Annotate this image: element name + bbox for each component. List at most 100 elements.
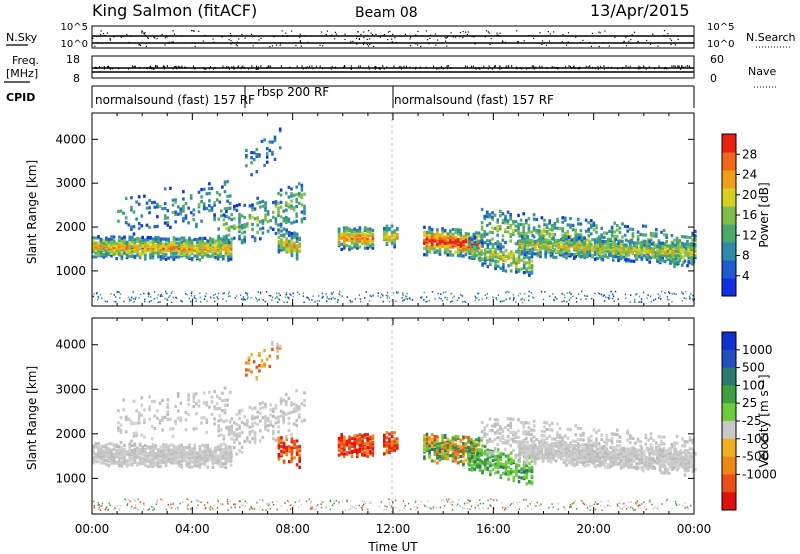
scatter-cell <box>278 346 282 350</box>
scatter-cell <box>486 250 490 254</box>
scatter-cell <box>280 436 283 440</box>
scatter-cell <box>430 245 434 249</box>
scatter-cell <box>131 296 133 299</box>
scatter-cell <box>97 448 100 452</box>
scatter-cell <box>446 253 450 257</box>
scatter-cell <box>512 222 515 226</box>
scatter-cell <box>166 413 170 417</box>
scatter-cell <box>264 215 267 220</box>
scatter-cell <box>553 232 557 237</box>
scatter-cell <box>528 270 531 274</box>
scatter-cell <box>120 446 124 450</box>
scatter-cell <box>557 242 560 246</box>
scatter-cell <box>162 459 165 463</box>
scatter-cell <box>557 249 560 253</box>
scatter-cell <box>172 245 176 249</box>
scatter-cell <box>525 267 529 271</box>
scatter-cell <box>423 291 425 294</box>
scatter-cell <box>298 459 301 463</box>
scatter-cell <box>261 226 265 230</box>
scatter-cell <box>177 241 181 245</box>
scatter-cell <box>393 234 396 238</box>
scatter-cell <box>428 247 431 251</box>
scatter-cell <box>651 242 654 246</box>
scatter-cell <box>303 212 306 216</box>
nave-sample <box>301 65 303 68</box>
scatter-cell <box>224 248 228 252</box>
scatter-cell <box>468 237 471 241</box>
scatter-cell <box>561 216 564 220</box>
scatter-cell <box>211 252 215 256</box>
scatter-cell <box>604 246 607 250</box>
scatter-cell <box>303 204 306 208</box>
scatter-cell <box>522 260 526 264</box>
noise-sample <box>434 33 436 35</box>
noise-sample <box>92 37 94 39</box>
scatter-cell <box>300 195 304 200</box>
scatter-cell <box>385 224 389 228</box>
scatter-cell <box>513 296 515 299</box>
nave-sample <box>475 67 477 70</box>
scatter-cell <box>298 245 301 249</box>
scatter-cell <box>677 241 680 245</box>
scatter-cell <box>170 255 173 259</box>
scatter-cell <box>227 425 231 429</box>
scatter-cell <box>250 156 253 160</box>
scatter-cell <box>573 253 576 257</box>
scatter-cell <box>388 432 391 436</box>
noise-right-tick-low: 10^0 <box>707 39 734 50</box>
scatter-cell <box>272 201 275 205</box>
scatter-cell <box>677 257 680 261</box>
scatter-cell <box>678 239 681 243</box>
scatter-cell <box>241 298 243 300</box>
scatter-cell <box>464 232 468 236</box>
scatter-cell <box>174 404 177 408</box>
scatter-cell <box>117 209 120 213</box>
scatter-cell <box>638 247 641 251</box>
scatter-cell <box>229 257 233 261</box>
scatter-cell <box>151 256 155 260</box>
scatter-cell <box>293 241 296 245</box>
scatter-cell <box>217 298 219 300</box>
scatter-cell <box>250 173 253 177</box>
scatter-cell <box>292 205 296 210</box>
scatter-cell <box>496 233 499 237</box>
scatter-cell <box>430 459 434 463</box>
scatter-cell <box>163 206 167 210</box>
scatter-cell <box>285 402 288 406</box>
scatter-cell <box>252 158 256 162</box>
nave-sample <box>289 66 291 69</box>
scatter-cell <box>199 292 201 294</box>
scatter-cell <box>675 236 679 240</box>
scatter-cell <box>259 237 262 241</box>
scatter-cell <box>606 246 610 250</box>
scatter-cell <box>343 226 346 230</box>
scatter-cell <box>593 238 597 242</box>
scatter-cell <box>99 444 103 448</box>
scatter-cell <box>251 417 254 421</box>
scatter-cell <box>261 416 265 420</box>
scatter-cell <box>279 409 283 413</box>
scatter-cell <box>201 236 204 240</box>
scatter-cell <box>278 129 282 133</box>
scatter-cell <box>635 241 638 245</box>
scatter-cell <box>277 301 279 304</box>
scatter-cell <box>496 218 499 222</box>
scatter-cell <box>269 226 272 230</box>
noise-sample <box>198 30 200 33</box>
nave-sample <box>551 66 553 69</box>
scatter-cell <box>198 251 202 256</box>
scatter-cell <box>248 216 252 220</box>
scatter-cell <box>277 208 280 213</box>
scatter-cell <box>274 219 278 223</box>
scatter-cell <box>260 364 264 368</box>
noise-sample <box>97 42 99 44</box>
scatter-cell <box>105 236 108 240</box>
scatter-cell <box>298 444 301 449</box>
scatter-cell <box>276 349 279 353</box>
scatter-cell <box>176 409 180 413</box>
scatter-cell <box>428 240 431 244</box>
scatter-cell <box>348 451 351 455</box>
scatter-cell <box>318 300 320 302</box>
scatter-cell <box>603 294 605 296</box>
